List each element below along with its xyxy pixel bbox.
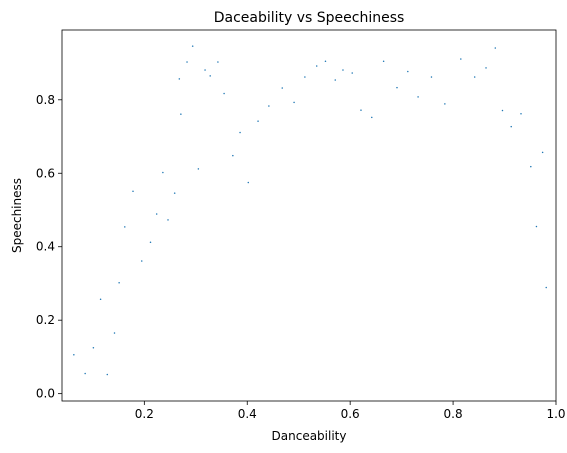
data-point xyxy=(232,154,234,157)
x-tick-label: 0.6 xyxy=(341,407,360,421)
data-point xyxy=(501,109,504,112)
data-point xyxy=(180,113,182,115)
x-tick-label: 0.4 xyxy=(238,407,257,421)
data-point xyxy=(132,190,134,193)
y-tick-label: 0.2 xyxy=(36,313,55,327)
data-point xyxy=(334,79,336,81)
data-point xyxy=(371,116,373,119)
y-tick-label: 0.0 xyxy=(36,387,55,401)
x-tick-label: 1.0 xyxy=(546,407,565,421)
x-axis-label: Danceability xyxy=(272,429,347,443)
data-point xyxy=(92,346,95,349)
data-point xyxy=(204,69,206,71)
data-point xyxy=(541,151,544,154)
data-point xyxy=(473,76,476,78)
data-point xyxy=(324,60,327,62)
data-point xyxy=(186,61,188,63)
data-point xyxy=(155,213,158,215)
data-point xyxy=(124,226,126,228)
data-point xyxy=(113,332,116,334)
data-point xyxy=(281,87,283,89)
data-point xyxy=(217,61,219,63)
data-point xyxy=(444,103,446,105)
data-point xyxy=(351,72,353,74)
data-point xyxy=(73,353,75,356)
y-axis-label: Speechiness xyxy=(10,178,24,253)
data-point xyxy=(396,86,398,89)
y-tick-label: 0.6 xyxy=(36,166,55,180)
y-tick-label: 0.4 xyxy=(36,240,55,254)
y-axis: 0.0 0.2 0.4 0.6 0.8 xyxy=(36,93,62,401)
data-point xyxy=(191,45,194,47)
plot-frame xyxy=(61,29,557,402)
data-point xyxy=(545,286,547,289)
data-point xyxy=(530,165,532,168)
x-tick-label: 0.8 xyxy=(444,407,463,421)
data-point xyxy=(118,281,120,284)
data-point xyxy=(149,241,152,244)
data-point xyxy=(247,181,250,184)
points-layer xyxy=(73,45,547,376)
data-point xyxy=(173,192,176,194)
data-point xyxy=(178,78,181,80)
x-axis: 0.2 0.4 0.6 0.8 1.0 xyxy=(135,401,566,421)
chart-title: Daceability vs Speechiness xyxy=(214,10,405,26)
data-point xyxy=(382,60,385,62)
data-point xyxy=(84,372,86,375)
data-point xyxy=(342,69,344,71)
x-tick-label: 0.2 xyxy=(135,407,154,421)
data-point xyxy=(494,47,497,49)
data-point xyxy=(268,105,270,107)
data-point xyxy=(167,219,169,221)
data-point xyxy=(197,168,200,170)
data-point xyxy=(209,75,211,77)
data-point xyxy=(460,58,462,60)
data-point xyxy=(106,373,109,376)
data-point xyxy=(407,70,409,73)
data-point xyxy=(417,96,419,98)
data-point xyxy=(141,260,143,262)
data-point xyxy=(162,171,164,174)
data-point xyxy=(360,109,362,111)
data-point xyxy=(510,125,512,128)
data-point xyxy=(223,92,225,95)
y-tick-label: 0.8 xyxy=(36,93,55,107)
data-point xyxy=(315,65,318,67)
data-point xyxy=(304,76,306,78)
data-point xyxy=(99,298,102,300)
data-point xyxy=(257,120,259,122)
data-point xyxy=(430,76,433,78)
data-point xyxy=(485,67,487,69)
data-point xyxy=(535,225,538,228)
data-point xyxy=(520,113,522,115)
data-point xyxy=(293,101,295,104)
data-point xyxy=(239,131,241,134)
